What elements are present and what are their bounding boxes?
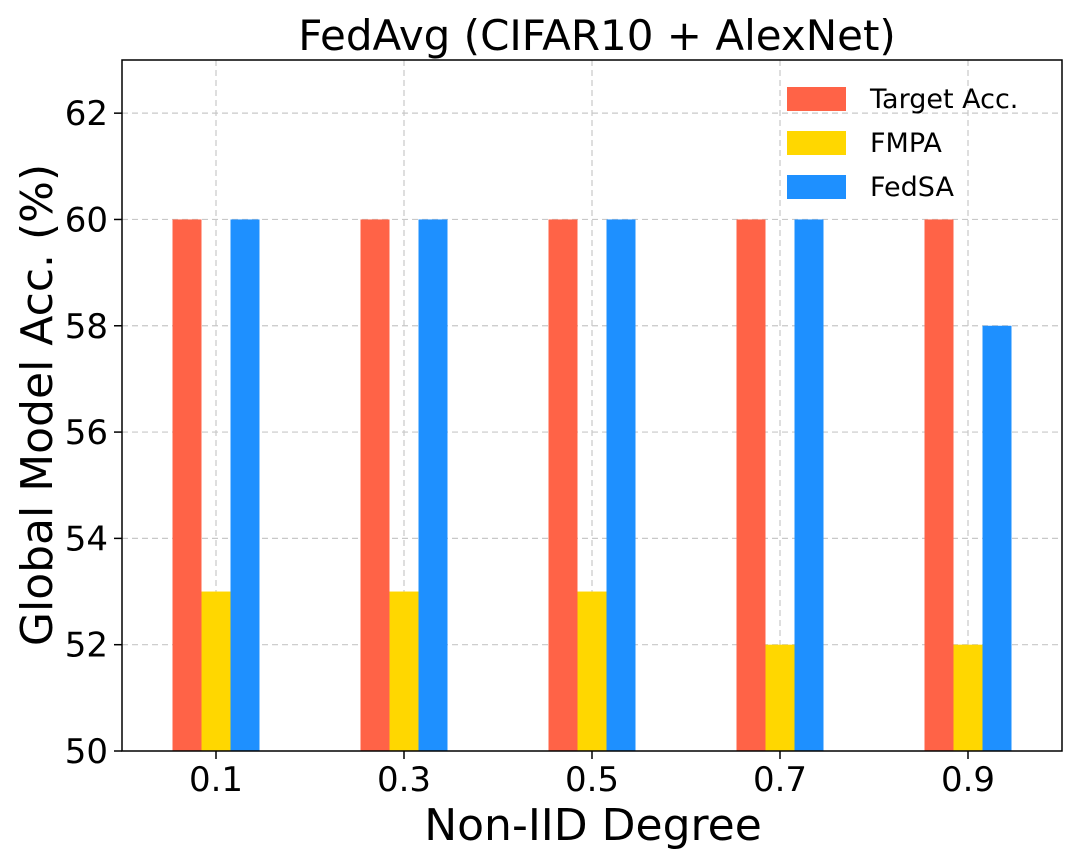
bar-target-acc-0.9 (924, 219, 954, 751)
bar-fedsa-0.9 (982, 325, 1012, 751)
bar-fedsa-0.1 (230, 219, 260, 751)
legend-label: Target Acc. (869, 84, 1018, 115)
legend-swatch (787, 131, 846, 155)
bar-target-acc-0.7 (736, 219, 766, 751)
y-axis-ticks: 50 52 54 56 58 60 62 (65, 94, 122, 772)
y-tick-label: 60 (65, 200, 108, 240)
x-tick-label: 0.7 (753, 760, 807, 800)
bar-fmpa-0.1 (201, 591, 231, 751)
y-tick-label: 56 (65, 413, 108, 453)
bar-fmpa-0.9 (953, 644, 983, 751)
legend-swatch (787, 87, 846, 111)
y-tick-label: 50 (65, 732, 108, 772)
x-axis-ticks: 0.1 0.3 0.5 0.7 0.9 (189, 751, 995, 800)
bar-target-acc-0.3 (360, 219, 390, 751)
x-tick-label: 0.3 (377, 760, 431, 800)
y-tick-label: 52 (65, 626, 108, 666)
x-axis-title: Non-IID Degree (424, 800, 762, 851)
bar-fedsa-0.5 (606, 219, 636, 751)
y-axis-title: Global Model Acc. (%) (12, 164, 63, 646)
bar-fmpa-0.7 (765, 644, 795, 751)
legend-label: FedSA (870, 172, 954, 203)
y-tick-label: 54 (65, 519, 108, 559)
legend-label: FMPA (870, 128, 942, 159)
y-tick-label: 58 (65, 307, 108, 347)
bars (172, 219, 1012, 751)
bar-fedsa-0.7 (794, 219, 824, 751)
x-tick-label: 0.1 (189, 760, 243, 800)
y-tick-label: 62 (65, 94, 108, 134)
legend: Target Acc. FMPA FedSA (787, 84, 1018, 203)
chart-title: FedAvg (CIFAR10 + AlexNet) (298, 11, 896, 60)
x-tick-label: 0.9 (941, 760, 995, 800)
bar-fedsa-0.3 (418, 219, 448, 751)
bar-fmpa-0.3 (389, 591, 419, 751)
bar-fmpa-0.5 (577, 591, 607, 751)
x-tick-label: 0.5 (565, 760, 619, 800)
legend-swatch (787, 175, 846, 199)
bar-target-acc-0.1 (172, 219, 202, 751)
bar-target-acc-0.5 (548, 219, 578, 751)
